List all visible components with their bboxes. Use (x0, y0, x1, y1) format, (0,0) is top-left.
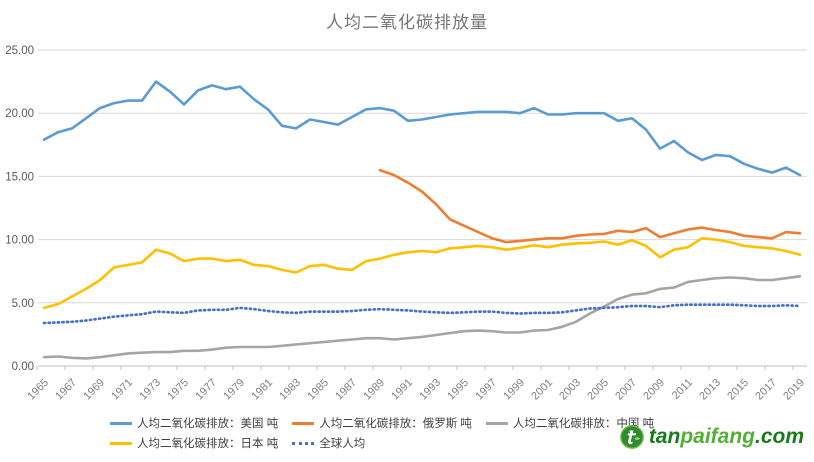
svg-text:1979: 1979 (221, 377, 247, 403)
japan-line-marker-icon (110, 441, 132, 445)
russia-line (378, 168, 802, 244)
svg-text:1969: 1969 (81, 377, 107, 403)
logo-text: tanpaifang.com (649, 425, 804, 449)
svg-text:2013: 2013 (697, 377, 723, 403)
svg-text:10.00: 10.00 (5, 235, 34, 247)
legend-label-china: 人均二氧化碳排放：中国 吨 (512, 418, 655, 430)
global-line (42, 303, 802, 325)
russia-line-marker-icon (292, 421, 315, 425)
gridlines (38, 49, 807, 304)
us-line (42, 80, 802, 177)
legend-item-russia[interactable]: 人均二氧化碳排放：俄罗斯 吨 (292, 415, 472, 431)
legend-item-japan[interactable]: 人均二氧化碳排放：日本 吨 (110, 435, 278, 451)
chart-legend: 人均二氧化碳排放：美国 吨 人均二氧化碳排放：俄罗斯 吨 人均二氧化碳排放：中国… (110, 414, 654, 452)
svg-text:2017: 2017 (753, 377, 779, 403)
svg-text:1973: 1973 (137, 377, 163, 403)
us-line-marker-icon (110, 421, 132, 425)
svg-text:15.00: 15.00 (5, 171, 34, 183)
svg-text:1993: 1993 (417, 377, 443, 403)
japan-line (42, 237, 802, 310)
legend-label-global: 全球人均 (319, 438, 366, 450)
svg-text:1965: 1965 (25, 377, 51, 403)
svg-text:2005: 2005 (585, 377, 611, 403)
legend-item-global[interactable]: 全球人均 (292, 435, 365, 451)
legend-item-us[interactable]: 人均二氧化碳排放：美国 吨 (110, 415, 278, 431)
tanpaifang-leaf-icon (619, 425, 644, 449)
logo-text-paifang: paifang (680, 425, 755, 448)
logo-text-tan: tan (648, 425, 681, 448)
svg-text:0.00: 0.00 (12, 361, 34, 373)
svg-text:2009: 2009 (641, 377, 667, 403)
china-line (42, 274, 802, 360)
svg-text:2003: 2003 (557, 377, 583, 403)
legend-label-us: 人均二氧化碳排放：美国 吨 (137, 418, 279, 430)
svg-text:1987: 1987 (333, 377, 359, 403)
tanpaifang-logo[interactable]: tanpaifang.com (619, 425, 804, 449)
china-line-marker-icon (485, 421, 508, 425)
logo-text-com: .com (754, 425, 804, 448)
svg-text:25.00: 25.00 (5, 45, 34, 57)
svg-text:1995: 1995 (445, 377, 471, 403)
x-axis (36, 365, 807, 370)
global-line-marker-icon (292, 441, 315, 445)
svg-text:1999: 1999 (501, 377, 527, 403)
chart-title: 人均二氧化碳排放量 (326, 13, 488, 32)
legend-label-russia: 人均二氧化碳排放：俄罗斯 吨 (319, 418, 472, 430)
svg-text:2007: 2007 (613, 377, 639, 403)
y-axis-labels: 0.00 5.00 10.00 15.00 20.00 25.00 (5, 45, 34, 373)
svg-text:2001: 2001 (529, 377, 555, 403)
svg-text:1975: 1975 (165, 377, 191, 403)
svg-text:1989: 1989 (361, 377, 387, 403)
svg-text:2011: 2011 (670, 377, 695, 402)
legend-row-2: 人均二氧化碳排放：日本 吨 全球人均 (110, 434, 654, 452)
svg-text:5.00: 5.00 (12, 298, 34, 310)
svg-text:2015: 2015 (725, 377, 751, 403)
svg-text:1985: 1985 (305, 377, 331, 403)
svg-text:1971: 1971 (109, 377, 135, 403)
x-axis-labels: 1965 1967 1969 1971 1973 1975 1977 1979 1981 1983… (25, 377, 807, 403)
svg-text:20.00: 20.00 (5, 108, 34, 120)
legend-label-japan: 人均二氧化碳排放：日本 吨 (137, 438, 279, 450)
svg-text:2019: 2019 (781, 377, 807, 403)
legend-item-china[interactable]: 人均二氧化碳排放：中国 吨 (485, 415, 655, 431)
series-lines (42, 80, 802, 360)
svg-text:1997: 1997 (473, 377, 499, 403)
svg-text:1991: 1991 (389, 377, 415, 403)
svg-text:1983: 1983 (277, 377, 303, 403)
svg-text:1977: 1977 (193, 377, 219, 403)
svg-text:1981: 1981 (249, 377, 275, 403)
svg-text:1967: 1967 (53, 377, 79, 403)
legend-row-1: 人均二氧化碳排放：美国 吨 人均二氧化碳排放：俄罗斯 吨 人均二氧化碳排放：中国… (110, 414, 654, 432)
